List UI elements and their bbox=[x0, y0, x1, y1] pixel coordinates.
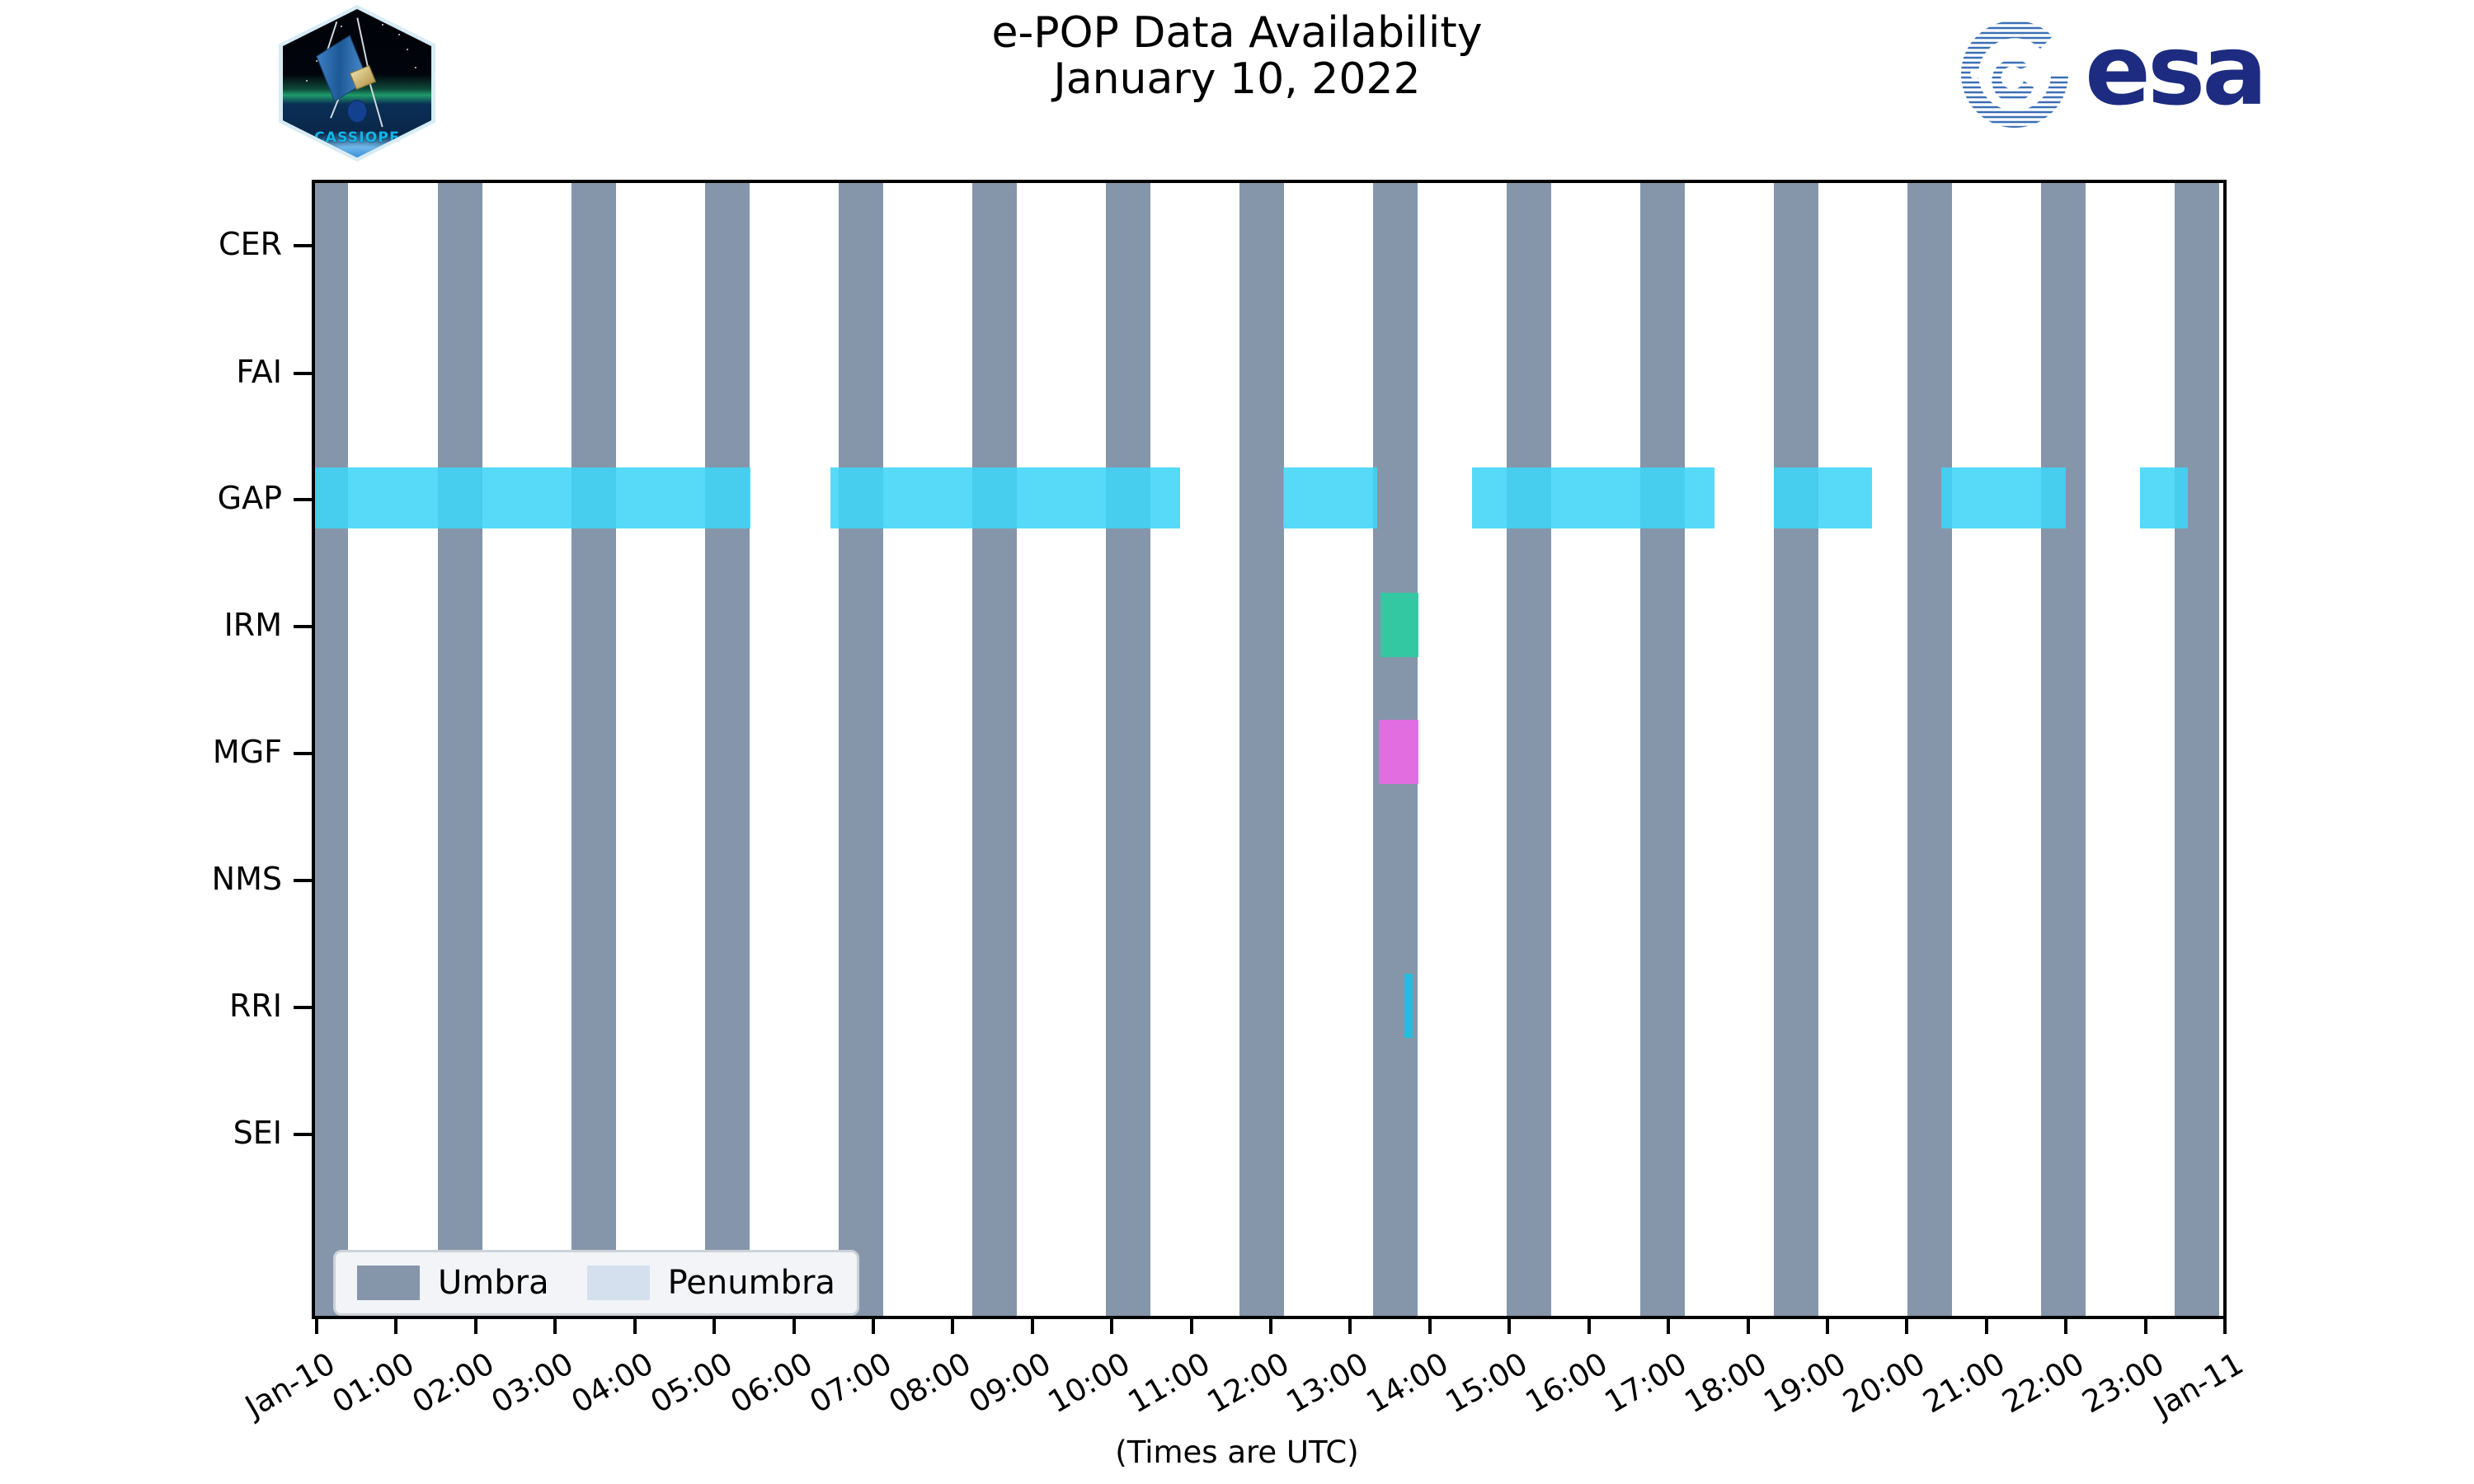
x-tick bbox=[2223, 1319, 2227, 1334]
x-tick bbox=[1984, 1319, 1988, 1334]
legend-swatch-penumbra bbox=[586, 1266, 650, 1300]
data-bar-gap[interactable] bbox=[1940, 467, 1989, 528]
x-tick bbox=[1110, 1319, 1114, 1334]
x-tick bbox=[1427, 1319, 1432, 1334]
data-bar-gap[interactable] bbox=[1566, 467, 1599, 528]
data-bar-gap[interactable] bbox=[412, 467, 513, 528]
chart-plot-area bbox=[315, 183, 2223, 1316]
data-bar-gap[interactable] bbox=[315, 467, 412, 528]
umbra-band bbox=[571, 183, 617, 1316]
umbra-band bbox=[2175, 183, 2220, 1316]
x-tick bbox=[871, 1319, 875, 1334]
title-line-2: January 10, 2022 bbox=[1053, 54, 1421, 105]
y-axis-label-cer: CER bbox=[219, 226, 282, 262]
x-tick bbox=[2143, 1319, 2147, 1334]
umbra-band bbox=[1507, 183, 1552, 1316]
availability-chart[interactable] bbox=[312, 180, 2227, 1319]
x-tick bbox=[553, 1319, 557, 1334]
umbra-band bbox=[1106, 183, 1151, 1316]
x-tick bbox=[633, 1319, 637, 1334]
data-bar-gap[interactable] bbox=[2139, 467, 2188, 528]
cassiope-emblem-icon bbox=[347, 100, 367, 123]
esa-dot-icon bbox=[1970, 69, 1980, 79]
x-tick bbox=[1030, 1319, 1034, 1334]
y-tick bbox=[294, 498, 312, 501]
x-tick bbox=[1746, 1319, 1750, 1334]
y-tick bbox=[294, 752, 312, 755]
umbra-band bbox=[438, 183, 483, 1316]
data-bar-gap[interactable] bbox=[830, 467, 929, 528]
x-tick bbox=[1348, 1319, 1352, 1334]
x-tick bbox=[1825, 1319, 1829, 1334]
x-tick bbox=[1507, 1319, 1512, 1334]
data-bar-mgf[interactable] bbox=[1379, 720, 1419, 784]
x-axis-caption: (Times are UTC) bbox=[1115, 1435, 1359, 1470]
legend-swatch-umbra bbox=[357, 1266, 420, 1300]
data-bar-gap[interactable] bbox=[1079, 467, 1180, 528]
legend-item-umbra[interactable]: Umbra bbox=[357, 1264, 549, 1302]
legend-item-penumbra[interactable]: Penumbra bbox=[586, 1264, 835, 1302]
umbra-band bbox=[1640, 183, 1686, 1316]
cassiope-hex-art: CASSIOPE bbox=[283, 9, 431, 157]
data-bar-irm[interactable] bbox=[1380, 593, 1419, 657]
y-axis-label-fai: FAI bbox=[236, 354, 282, 390]
y-axis-label-gap: GAP bbox=[217, 480, 282, 516]
x-tick bbox=[951, 1319, 955, 1334]
data-bar-gap[interactable] bbox=[975, 467, 1080, 528]
x-tick bbox=[1667, 1319, 1671, 1334]
cassiope-wordmark: CASSIOPE bbox=[314, 129, 400, 146]
y-axis-label-nms: NMS bbox=[211, 861, 282, 897]
data-bar-gap[interactable] bbox=[1668, 467, 1714, 528]
data-bar-rri[interactable] bbox=[1404, 974, 1413, 1038]
umbra-band bbox=[1907, 183, 1953, 1316]
data-bar-gap[interactable] bbox=[1634, 467, 1668, 528]
page-title: e-POP Data Availability January 10, 2022 bbox=[742, 10, 1732, 102]
y-tick bbox=[294, 244, 312, 247]
data-bar-gap[interactable] bbox=[1988, 467, 2067, 528]
chart-legend[interactable]: Umbra Penumbra bbox=[333, 1250, 859, 1316]
umbra-band bbox=[705, 183, 750, 1316]
y-tick bbox=[294, 1133, 312, 1136]
data-bar-gap[interactable] bbox=[929, 467, 976, 528]
umbra-band bbox=[1239, 183, 1285, 1316]
y-axis-label-irm: IRM bbox=[223, 607, 282, 643]
x-tick bbox=[394, 1319, 398, 1334]
y-axis-label-rri: RRI bbox=[228, 988, 282, 1024]
esa-logo: esa bbox=[1953, 16, 2316, 132]
x-tick bbox=[1587, 1319, 1591, 1334]
umbra-band bbox=[315, 183, 349, 1316]
x-tick bbox=[1189, 1319, 1193, 1334]
y-tick bbox=[294, 1006, 312, 1009]
y-axis-label-sei: SEI bbox=[233, 1115, 282, 1151]
y-axis-label-mgf: MGF bbox=[212, 734, 282, 770]
data-bar-gap[interactable] bbox=[647, 467, 751, 528]
data-bar-gap[interactable] bbox=[1598, 467, 1635, 528]
umbra-band bbox=[972, 183, 1018, 1316]
legend-label-penumbra: Penumbra bbox=[667, 1264, 835, 1302]
data-bar-gap[interactable] bbox=[603, 467, 647, 528]
x-tick bbox=[792, 1319, 796, 1334]
x-tick bbox=[473, 1319, 477, 1334]
cassiope-logo: CASSIOPE bbox=[279, 5, 435, 162]
data-bar-gap[interactable] bbox=[512, 467, 604, 528]
x-tick bbox=[1905, 1319, 1909, 1334]
data-bar-gap[interactable] bbox=[1283, 467, 1378, 528]
y-tick bbox=[294, 625, 312, 628]
esa-wordmark: esa bbox=[2085, 13, 2268, 127]
umbra-band bbox=[839, 183, 884, 1316]
y-tick bbox=[294, 372, 312, 375]
data-bar-gap[interactable] bbox=[1471, 467, 1567, 528]
umbra-band bbox=[1774, 183, 1819, 1316]
x-tick bbox=[713, 1319, 717, 1334]
title-line-1: e-POP Data Availability bbox=[991, 8, 1483, 58]
umbra-band bbox=[2041, 183, 2086, 1316]
x-tick bbox=[1269, 1319, 1272, 1334]
x-tick bbox=[2064, 1319, 2068, 1334]
esa-swirl-icon bbox=[1961, 21, 2068, 128]
legend-label-umbra: Umbra bbox=[438, 1264, 549, 1302]
x-tick bbox=[315, 1319, 318, 1334]
data-bar-gap[interactable] bbox=[1774, 467, 1872, 528]
y-tick bbox=[294, 879, 312, 882]
